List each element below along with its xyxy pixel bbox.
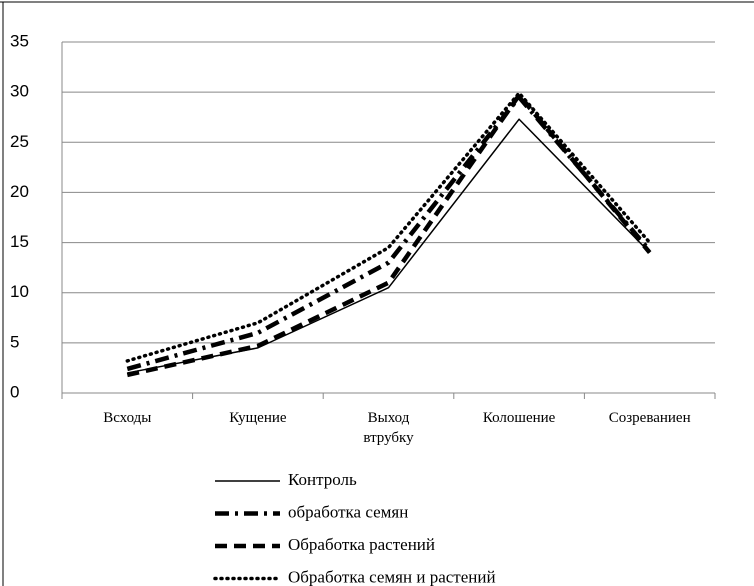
x-tick-label: Выход втрубку	[363, 410, 414, 446]
legend-label: Обработка растений	[288, 535, 435, 554]
y-tick-label: 25	[10, 132, 29, 151]
y-tick-label: 20	[10, 182, 29, 201]
x-tick-label: Кущение	[229, 410, 287, 426]
y-tick-label: 15	[10, 232, 29, 251]
legend-label: Контроль	[288, 470, 357, 489]
series-line	[125, 91, 652, 363]
series-line	[127, 118, 651, 374]
y-tick-label: 5	[10, 332, 19, 351]
y-tick-label: 10	[10, 282, 29, 301]
y-tick-label: 0	[10, 382, 19, 401]
y-tick-label: 30	[10, 82, 29, 101]
x-tick-label: Всходы	[103, 410, 152, 426]
x-tick-label: Созреваниен	[608, 410, 691, 426]
x-tick-label: Колошение	[482, 410, 556, 426]
legend-label: Обработка семян и растений	[288, 567, 496, 586]
legend-label: обработка семян	[288, 502, 408, 521]
series-line	[126, 92, 652, 378]
series-line	[126, 94, 652, 372]
y-tick-label: 35	[10, 31, 29, 50]
